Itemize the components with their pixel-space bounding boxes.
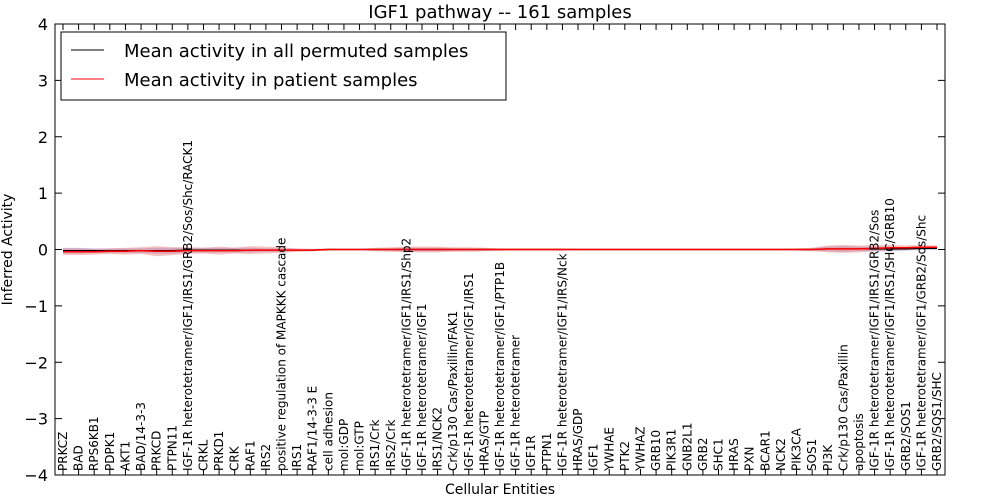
x-tick-label: NCK2	[774, 438, 788, 471]
x-tick-label: PIK3R1	[665, 429, 679, 471]
series-lines	[63, 246, 937, 253]
x-tick-label: RAF1	[243, 440, 257, 471]
x-tick-label: IRS1/Crk	[368, 420, 382, 471]
legend-label-patient: Mean activity in patient samples	[124, 70, 418, 91]
x-tick-label: RPS6KB1	[87, 416, 101, 471]
x-tick-label: PTPN11	[165, 425, 179, 471]
x-tick-label: Crk/p130 Cas/Paxillin/FAK1	[446, 311, 460, 471]
chart-title: IGF1 pathway -- 161 samples	[368, 2, 631, 23]
y-tick-label: 4	[38, 15, 48, 34]
x-tick-label: PRKCD	[150, 431, 164, 471]
y-axis: 4 3 2 1 0 −1 −2 −3 −4	[24, 15, 945, 485]
x-tick-label: YWHAZ	[633, 426, 647, 472]
x-tick-label: IGF1R	[524, 435, 538, 471]
x-tick-label: HRAS/GDP	[571, 408, 585, 471]
y-tick-label: 0	[38, 241, 48, 260]
legend: Mean activity in all permuted samples Me…	[60, 31, 507, 101]
x-tick-label: PTK2	[618, 441, 632, 471]
x-tick-label: AKT1	[118, 441, 132, 471]
x-tick-label: mol:GDP	[337, 419, 351, 471]
x-tick-label: IGF-1R heterotetramer/IGF1/GRB2/Sos/Shc	[914, 215, 928, 471]
x-tick-label: RAF1/14-3-3 E	[306, 386, 320, 471]
y-axis-label: Inferred Activity	[0, 194, 16, 306]
x-tick-label: IGF1	[587, 444, 601, 471]
legend-label-permuted: Mean activity in all permuted samples	[124, 41, 468, 62]
y-tick-label: 1	[38, 184, 48, 203]
x-tick-label: GRB2	[696, 437, 710, 471]
x-tick-label: apoptosis	[852, 413, 866, 471]
x-tick-label: BCAR1	[758, 430, 772, 471]
x-tick-label: SOS1	[805, 439, 819, 471]
x-tick-label: HRAS/GTP	[477, 411, 491, 471]
x-tick-label: GRB10	[649, 430, 663, 471]
y-tick-label: 3	[38, 71, 48, 90]
x-tick-label: PI3K	[821, 444, 835, 471]
x-tick-label: IGF-1R heterotetramer	[509, 335, 523, 471]
y-tick-label: 2	[38, 128, 48, 147]
y-tick-label: −4	[24, 466, 48, 485]
x-tick-label: IRS1	[290, 444, 304, 471]
x-tick-label: GRB2/SOS1/SHC	[930, 372, 944, 471]
x-tick-label: YWHAE	[602, 427, 616, 472]
x-tick-label: cell adhesion	[321, 392, 335, 471]
x-tick-label: IRS2/Crk	[384, 420, 398, 471]
x-tick-label: GNB2L1	[680, 423, 694, 471]
x-tick-label: CRKL	[196, 439, 210, 471]
y-tick-label: −1	[24, 297, 48, 316]
x-axis: PRKCZ BAD RPS6KB1 PDPK1 AKT1 BAD/14-3-3 PRKCD P…	[56, 24, 944, 475]
series-line-patient	[63, 246, 937, 253]
x-tick-label: PXN	[743, 447, 757, 471]
band-patient	[63, 244, 937, 257]
x-tick-label: PTPN1	[540, 433, 554, 471]
x-tick-label: GRB2/SOS1	[899, 401, 913, 471]
y-tick-label: −2	[24, 353, 48, 372]
x-tick-label: BAD/14-3-3	[134, 402, 148, 471]
x-tick-label: SHC1	[712, 438, 726, 471]
legend-box	[60, 31, 507, 101]
x-axis-label: Cellular Entities	[445, 482, 555, 498]
x-tick-label: CRK	[228, 445, 242, 471]
x-tick-label: BAD	[72, 445, 86, 471]
x-tick-label: PDPK1	[103, 432, 117, 471]
x-tick-label: IRS1/NCK2	[431, 407, 445, 471]
x-tick-label: IGF-1R heterotetramer/IGF1/IRS1/Shp2	[399, 238, 413, 471]
x-tick-label: IGF-1R heterotetramer/IGF1/IRS1/SHC/GRB1…	[883, 198, 897, 471]
x-tick-label: IGF-1R heterotetramer/IGF1/IRS/Nck	[555, 253, 569, 471]
x-tick-label: Crk/p130 Cas/Paxillin	[836, 344, 850, 471]
x-tick-label: IGF-1R heterotetramer/IGF1	[415, 304, 429, 471]
x-tick-label: PIK3CA	[790, 427, 804, 471]
x-tick-label: PRKD1	[212, 431, 226, 471]
x-tick-label: IGF-1R heterotetramer/IGF1/IRS1	[462, 272, 476, 471]
x-tick-label: mol:GTP	[353, 421, 367, 471]
x-tick-label: PRKCZ	[56, 432, 70, 471]
y-tick-label: −3	[24, 410, 48, 429]
x-tick-label: positive regulation of MAPKKK cascade	[275, 238, 289, 471]
x-tick-label: IRS2	[259, 444, 273, 471]
x-tick-label: IGF-1R heterotetramer/IGF1/IRS1/GRB2/Sos	[868, 210, 882, 471]
x-tick-label: IGF-1R heterotetramer/IGF1/IRS1/GRB2/Sos…	[181, 140, 195, 471]
x-tick-label: IGF-1R heterotetramer/IGF1/PTP1B	[493, 262, 507, 471]
x-tick-label: HRAS	[727, 438, 741, 471]
